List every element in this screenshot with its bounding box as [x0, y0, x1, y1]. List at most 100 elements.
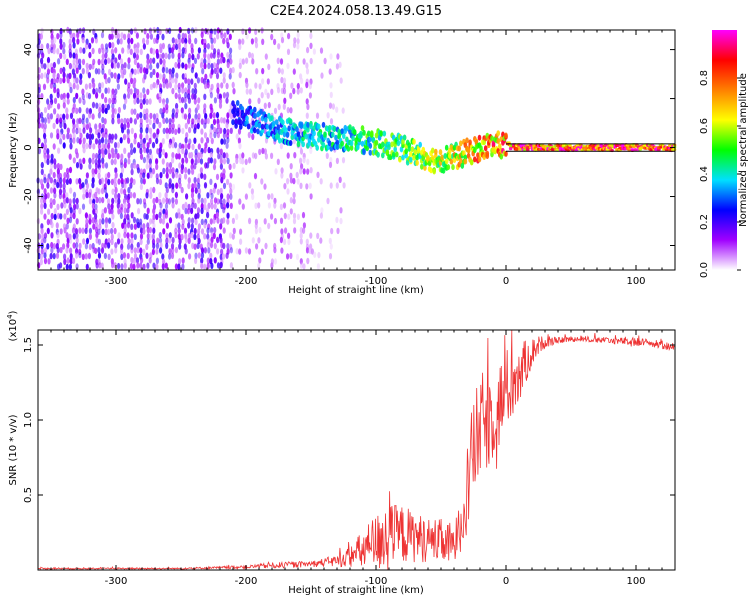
heatmap-cell	[91, 203, 95, 210]
heatmap-cell	[277, 103, 281, 111]
heatmap-cell	[146, 53, 150, 60]
heatmap-cell	[65, 58, 69, 65]
heatmap-cell	[228, 73, 232, 80]
heatmap-cell	[286, 188, 290, 195]
heatmap-cell	[184, 207, 188, 215]
heatmap-cell	[43, 117, 48, 124]
heatmap-cell	[287, 213, 291, 220]
heatmap-cell	[98, 47, 102, 55]
heatmap-cell	[114, 172, 118, 179]
heatmap-cell	[193, 227, 197, 235]
heatmap-cell	[203, 42, 207, 50]
heatmap-cell	[136, 62, 140, 69]
heatmap-cell	[196, 207, 201, 214]
heatmap-cell	[171, 87, 175, 95]
heatmap-cell	[50, 212, 54, 220]
heatmap-cell	[223, 32, 227, 39]
heatmap-cell	[78, 138, 82, 145]
heatmap-cell	[110, 203, 114, 210]
heatmap-cell	[82, 47, 86, 54]
heatmap-cell	[165, 117, 169, 124]
heatmap-cell	[229, 247, 233, 254]
heatmap-cell	[204, 73, 208, 81]
heatmap-cell	[133, 68, 137, 76]
heatmap-cell	[153, 37, 157, 44]
heatmap-cell	[78, 227, 82, 234]
heatmap-cell	[283, 212, 287, 220]
heatmap-cell	[300, 77, 304, 85]
heatmap-cell	[62, 113, 66, 120]
heatmap-cell	[97, 143, 101, 150]
signal-cell	[529, 143, 533, 147]
heatmap-cell	[171, 167, 175, 174]
heatmap-cell	[178, 243, 182, 250]
heatmap-cell	[81, 37, 85, 44]
heatmap-cell	[149, 132, 153, 139]
heatmap-cell	[113, 177, 117, 184]
signal-cell	[402, 134, 407, 141]
heatmap-cell	[108, 33, 112, 41]
signal-cell	[349, 140, 354, 147]
heatmap-cell	[292, 87, 296, 95]
heatmap-cell	[116, 113, 121, 120]
heatmap-cell	[250, 52, 254, 60]
heatmap-cell	[65, 232, 69, 239]
heatmap-cell	[276, 158, 280, 165]
heatmap-cell	[185, 193, 189, 200]
heatmap-cell	[40, 72, 44, 80]
signal-cell	[360, 140, 365, 147]
heatmap-cell	[98, 87, 102, 94]
heatmap-cell	[216, 33, 220, 40]
heatmap-cell	[65, 247, 69, 254]
signal-cell	[387, 144, 391, 151]
heatmap-cell	[130, 223, 134, 230]
signal-cell	[604, 143, 608, 147]
heatmap-cell	[117, 232, 121, 239]
heatmap-cell	[341, 157, 346, 164]
heatmap-cell	[229, 262, 233, 269]
heatmap-cell	[162, 107, 166, 114]
heatmap-cell	[142, 156, 146, 164]
heatmap-cell	[101, 68, 105, 75]
heatmap-cell	[59, 138, 63, 145]
heatmap-cell	[329, 182, 333, 189]
heatmap-cell	[254, 82, 258, 89]
heatmap-cell	[203, 147, 207, 154]
heatmap-cell	[178, 238, 182, 245]
heatmap-cell	[53, 97, 58, 105]
heatmap-cell	[178, 142, 182, 149]
heatmap-cell	[238, 71, 242, 79]
heatmap-cell	[197, 228, 201, 235]
heatmap-cell	[81, 118, 85, 125]
heatmap-cell	[203, 247, 207, 254]
heatmap-cell	[277, 67, 281, 74]
heatmap-cell	[85, 62, 89, 70]
heatmap-cell	[206, 207, 210, 214]
heatmap-cell	[107, 253, 111, 260]
heatmap-cell	[78, 248, 82, 256]
heatmap-cell	[152, 82, 156, 89]
heatmap-cell	[200, 252, 205, 259]
heatmap-cell	[63, 258, 67, 265]
heatmap-cell	[66, 242, 70, 249]
heatmap-cell	[69, 207, 73, 214]
spectrogram-signal-trace	[231, 100, 677, 175]
heatmap-cell	[126, 213, 130, 221]
heatmap-cell	[129, 28, 134, 35]
heatmap-cell	[229, 188, 233, 195]
heatmap-cell	[139, 247, 143, 254]
signal-cell	[274, 119, 279, 126]
heatmap-cell	[105, 47, 109, 54]
heatmap-cell	[229, 202, 233, 209]
signal-cell	[299, 121, 304, 128]
heatmap-cell	[107, 178, 111, 186]
signal-cell	[390, 141, 394, 148]
heatmap-cell	[149, 83, 153, 91]
heatmap-cell	[220, 202, 224, 210]
heatmap-cell	[136, 262, 140, 269]
heatmap-cell	[139, 227, 144, 234]
signal-cell	[459, 158, 463, 165]
signal-cell	[356, 144, 360, 151]
heatmap-cell	[168, 237, 172, 244]
heatmap-cell	[279, 58, 284, 65]
